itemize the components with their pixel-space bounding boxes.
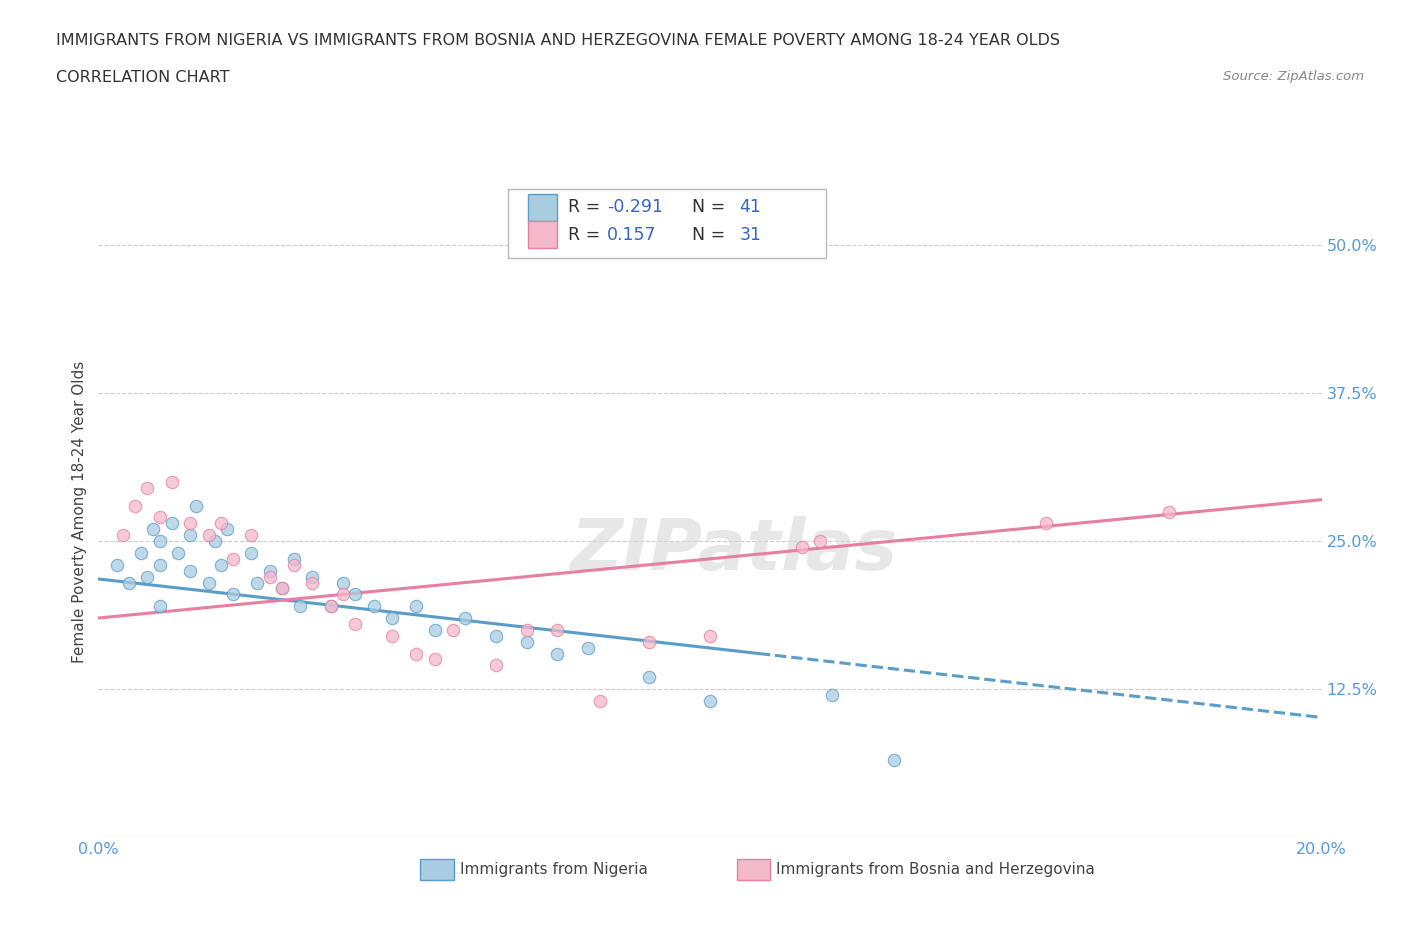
Point <box>405 599 427 614</box>
Point <box>344 587 367 602</box>
Point <box>149 510 172 525</box>
Point <box>441 622 464 637</box>
Point <box>149 599 172 614</box>
Point <box>699 694 721 709</box>
Text: ZIPatlas: ZIPatlas <box>571 516 898 585</box>
Point <box>576 640 599 655</box>
Point <box>283 557 305 572</box>
Point <box>240 546 263 561</box>
FancyBboxPatch shape <box>527 221 557 248</box>
Text: Immigrants from Bosnia and Herzegovina: Immigrants from Bosnia and Herzegovina <box>776 862 1095 877</box>
Point <box>381 611 404 626</box>
Point <box>883 752 905 767</box>
Point <box>790 539 813 554</box>
Point <box>136 569 159 584</box>
Point <box>363 599 385 614</box>
Point <box>319 599 342 614</box>
Text: N =: N = <box>681 198 731 217</box>
Text: Source: ZipAtlas.com: Source: ZipAtlas.com <box>1223 70 1364 83</box>
Point <box>259 569 281 584</box>
Point <box>516 634 538 649</box>
Point <box>344 617 367 631</box>
Point <box>105 557 128 572</box>
Point <box>149 534 172 549</box>
Point <box>332 575 354 590</box>
Point <box>124 498 146 513</box>
Point <box>405 646 427 661</box>
Text: 31: 31 <box>740 226 762 244</box>
Point <box>259 564 281 578</box>
Point <box>1035 516 1057 531</box>
Point <box>319 599 342 614</box>
Point <box>381 629 404 644</box>
Point <box>179 516 201 531</box>
Point <box>454 611 477 626</box>
Point <box>485 658 508 672</box>
Point <box>209 557 232 572</box>
Point <box>516 622 538 637</box>
Point <box>270 581 292 596</box>
Point <box>332 587 354 602</box>
Point <box>301 569 323 584</box>
Point <box>423 652 446 667</box>
Point <box>270 581 292 596</box>
Point <box>222 551 245 566</box>
Point <box>301 575 323 590</box>
Point <box>179 527 201 542</box>
Point <box>149 557 172 572</box>
Text: R =: R = <box>568 198 606 217</box>
Point <box>118 575 141 590</box>
Point <box>699 629 721 644</box>
Text: 41: 41 <box>740 198 761 217</box>
Text: IMMIGRANTS FROM NIGERIA VS IMMIGRANTS FROM BOSNIA AND HERZEGOVINA FEMALE POVERTY: IMMIGRANTS FROM NIGERIA VS IMMIGRANTS FR… <box>56 33 1060 47</box>
Point <box>142 522 165 537</box>
Point <box>186 498 208 513</box>
Point <box>821 687 844 702</box>
Point <box>197 527 219 542</box>
Point <box>485 629 508 644</box>
Text: 0.157: 0.157 <box>607 226 657 244</box>
Point <box>197 575 219 590</box>
Point <box>129 546 152 561</box>
Point <box>546 622 568 637</box>
Text: CORRELATION CHART: CORRELATION CHART <box>56 70 229 85</box>
Point <box>283 551 305 566</box>
Point <box>222 587 245 602</box>
FancyBboxPatch shape <box>527 193 557 221</box>
Point <box>589 694 612 709</box>
Point <box>215 522 238 537</box>
Point <box>167 546 190 561</box>
Point <box>637 634 661 649</box>
FancyBboxPatch shape <box>508 190 827 258</box>
Point <box>136 481 159 496</box>
Point <box>111 527 134 542</box>
Point <box>637 670 661 684</box>
Point <box>160 516 183 531</box>
Text: N =: N = <box>681 226 731 244</box>
Text: -0.291: -0.291 <box>607 198 664 217</box>
Point <box>1157 504 1180 519</box>
Point <box>808 534 831 549</box>
Y-axis label: Female Poverty Among 18-24 Year Olds: Female Poverty Among 18-24 Year Olds <box>72 361 87 663</box>
Point <box>160 474 183 489</box>
Text: R =: R = <box>568 226 612 244</box>
Text: Immigrants from Nigeria: Immigrants from Nigeria <box>460 862 648 877</box>
Point <box>423 622 446 637</box>
Point <box>240 527 263 542</box>
Point <box>246 575 269 590</box>
Point <box>204 534 226 549</box>
Point <box>179 564 201 578</box>
Point <box>546 646 568 661</box>
Point <box>209 516 232 531</box>
Point <box>290 599 312 614</box>
